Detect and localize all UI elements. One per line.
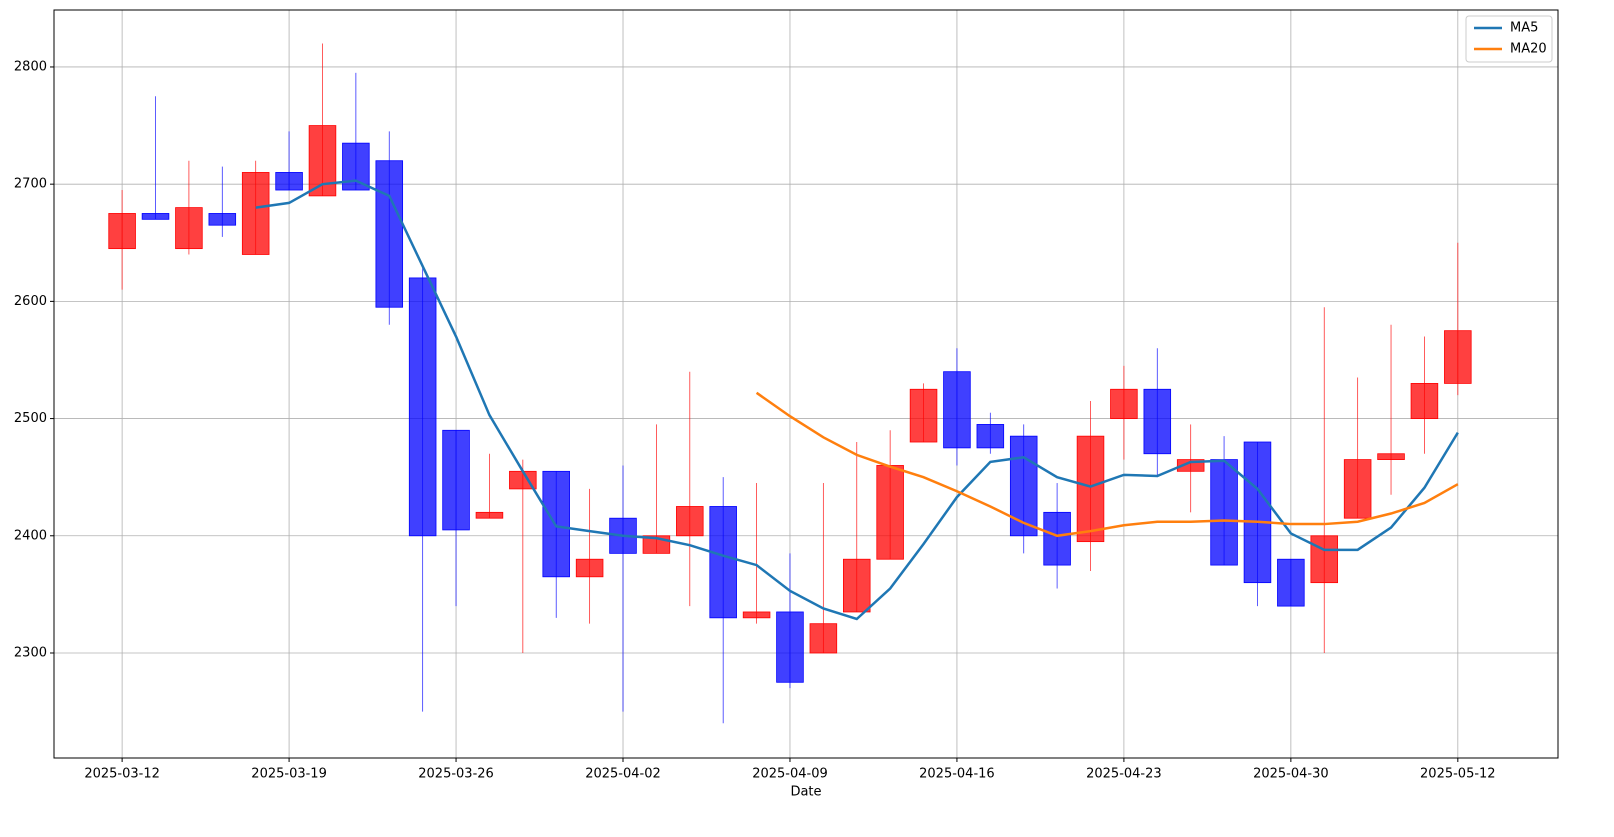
y-tick-label: 2300 [14,645,47,660]
candle-body [442,429,470,531]
x-tick-label: 2025-04-16 [919,767,995,782]
candle-body [208,213,237,226]
y-tick-label: 2700 [14,177,47,192]
plot-frame [53,9,1559,759]
candle-body [1277,558,1305,607]
candle-body [1176,459,1205,472]
candle-body [676,506,704,537]
candle-body [1343,459,1372,519]
x-tick-label: 2025-04-02 [585,767,661,782]
candle-body [1076,435,1105,543]
x-tick-label: 2025-04-23 [1086,767,1162,782]
candle-body [108,213,136,250]
x-tick-label: 2025-04-09 [752,767,828,782]
candle-body [809,623,838,654]
candle-body [1143,388,1172,455]
candle-body [375,160,404,308]
candle-body [275,172,303,191]
x-tick-label: 2025-03-26 [418,767,494,782]
candle-body [1444,330,1472,384]
ma-line [755,391,1459,538]
legend-label: MA20 [1510,42,1547,57]
candle-body [241,172,270,255]
candle-body [1009,435,1038,537]
grid [54,10,1558,758]
candle-body [1210,459,1238,566]
x-tick-label: 2025-05-12 [1420,767,1496,782]
candle-body [776,611,804,683]
y-tick-label: 2800 [14,59,47,74]
candle-body [1110,388,1138,419]
candle-body [943,371,971,449]
candle-body [909,388,938,443]
candle-body [1377,453,1405,460]
x-tick-label: 2025-03-12 [84,767,160,782]
candle-body [175,207,203,250]
y-tick-label: 2400 [14,528,47,543]
x-tick-label: 2025-03-19 [251,767,327,782]
candle-body [575,558,604,578]
y-tick-label: 2500 [14,411,47,426]
candle-body [709,506,737,619]
candle-body [141,213,170,220]
candle-body [1310,535,1339,584]
ma-line [255,179,1459,621]
candle-body [1410,383,1439,419]
candle-body [976,424,1005,449]
candle-body [1043,511,1071,566]
x-tick-label: 2025-04-30 [1253,767,1329,782]
candle-body [408,277,437,537]
candle-body [842,558,871,613]
candle-body [475,511,504,519]
x-axis-label: Date [790,785,821,800]
candle-body [742,611,771,619]
candle-body [876,465,904,560]
y-tick-label: 2600 [14,294,47,309]
legend-label: MA5 [1510,21,1538,36]
candle-body [342,142,370,191]
candle-body [1243,441,1272,584]
